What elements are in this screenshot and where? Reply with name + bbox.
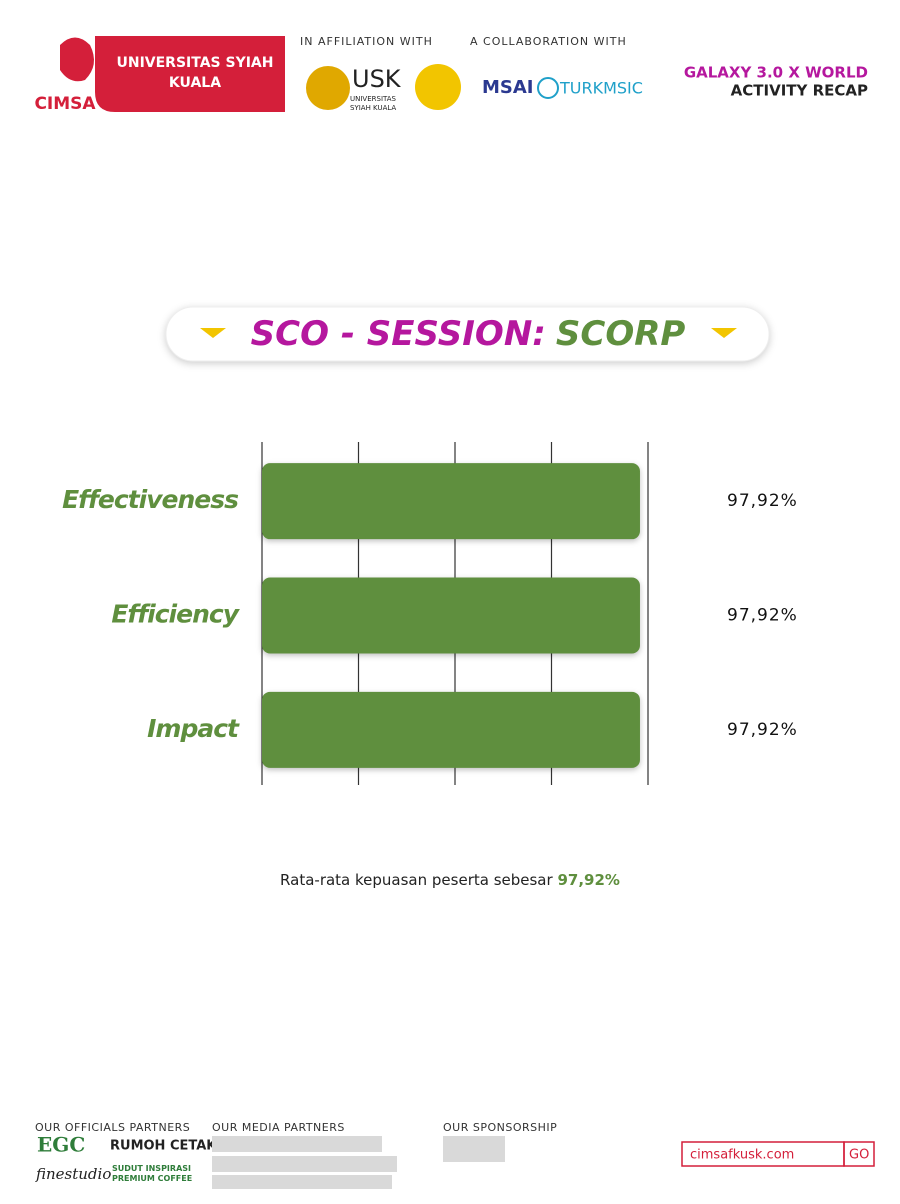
turkmsic-logo: TURKMSIC (559, 79, 643, 98)
collaboration-label: A COLLABORATION WITH (470, 35, 627, 48)
usk-logo: USK (352, 65, 402, 93)
go-button[interactable] (843, 1141, 875, 1167)
event-subtitle: ACTIVITY RECAP (731, 82, 868, 100)
go-label[interactable]: GO (849, 1148, 869, 1163)
bar (262, 463, 640, 540)
rumoh-logo: RUMOH CETAK (110, 1139, 217, 1154)
sudut-box: SUDUT INSPIRASI PREMIUM COFFEE (112, 1164, 193, 1183)
summary: Rata-rata kepuasan peserta sebesar 97,92… (280, 871, 620, 889)
bar (262, 577, 640, 654)
title-part2: SCORP (556, 314, 686, 354)
title-pill (165, 306, 770, 362)
university: UNIVERSITAS SYIAH KUALA (116, 55, 274, 91)
media-logos (212, 1136, 505, 1189)
cimsa-logo (60, 37, 94, 82)
media-logo-row (212, 1175, 392, 1189)
affiliation-label: IN AFFILIATION WITH (300, 35, 433, 48)
bar (262, 691, 640, 768)
title-part1: SCO - SESSION: (251, 314, 546, 354)
sponsor-logos (443, 1136, 505, 1162)
msai-logo: MSAI (482, 77, 534, 98)
chart-title: SCO - SESSION: SCORP (251, 314, 686, 354)
sponsorship-label: OUR SPONSORSHIP (443, 1121, 557, 1134)
website[interactable]: cimsafkusk.com (690, 1148, 794, 1163)
egc-logo: EGC (37, 1133, 85, 1157)
usk-sub-box: UNIVERSITAS SYIAH KUALA (350, 95, 397, 112)
category-label: Effectiveness (62, 485, 238, 514)
media-label: OUR MEDIA PARTNERS (212, 1121, 345, 1134)
brand: CIMSA (34, 94, 96, 114)
category-label: Impact (147, 714, 240, 743)
value-label: 97,92% (727, 606, 798, 626)
sudut-logo: SUDUT INSPIRASI PREMIUM COFFEE (112, 1164, 193, 1183)
bem-logo (415, 64, 461, 110)
usk-emblem (306, 66, 350, 110)
title-arrow-left (200, 328, 226, 338)
chart: Effectiveness 97,92% Efficiency 97,92% Impac… (62, 442, 798, 785)
event-title: GALAXY 3.0 X WORLD (684, 64, 868, 82)
media-logo-row (212, 1136, 382, 1152)
media-logo-row (212, 1156, 397, 1172)
value-label: 97,92% (727, 491, 798, 511)
officials-label: OUR OFFICIALS PARTNERS (35, 1121, 190, 1134)
usk-sub: UNIVERSITAS SYIAH KUALA (350, 95, 397, 112)
value-label: 97,92% (727, 720, 798, 740)
summary-text: Rata-rata kepuasan peserta sebesar (280, 871, 553, 889)
category-label: Efficiency (111, 600, 240, 629)
turkmsic-emblem (537, 77, 559, 99)
university-banner (95, 36, 285, 112)
title-arrow-right (711, 328, 737, 338)
university-box: UNIVERSITAS SYIAH KUALA (116, 55, 274, 91)
finestudio-logo: finestudio (35, 1165, 111, 1183)
summary-value: 97,92% (557, 871, 619, 889)
